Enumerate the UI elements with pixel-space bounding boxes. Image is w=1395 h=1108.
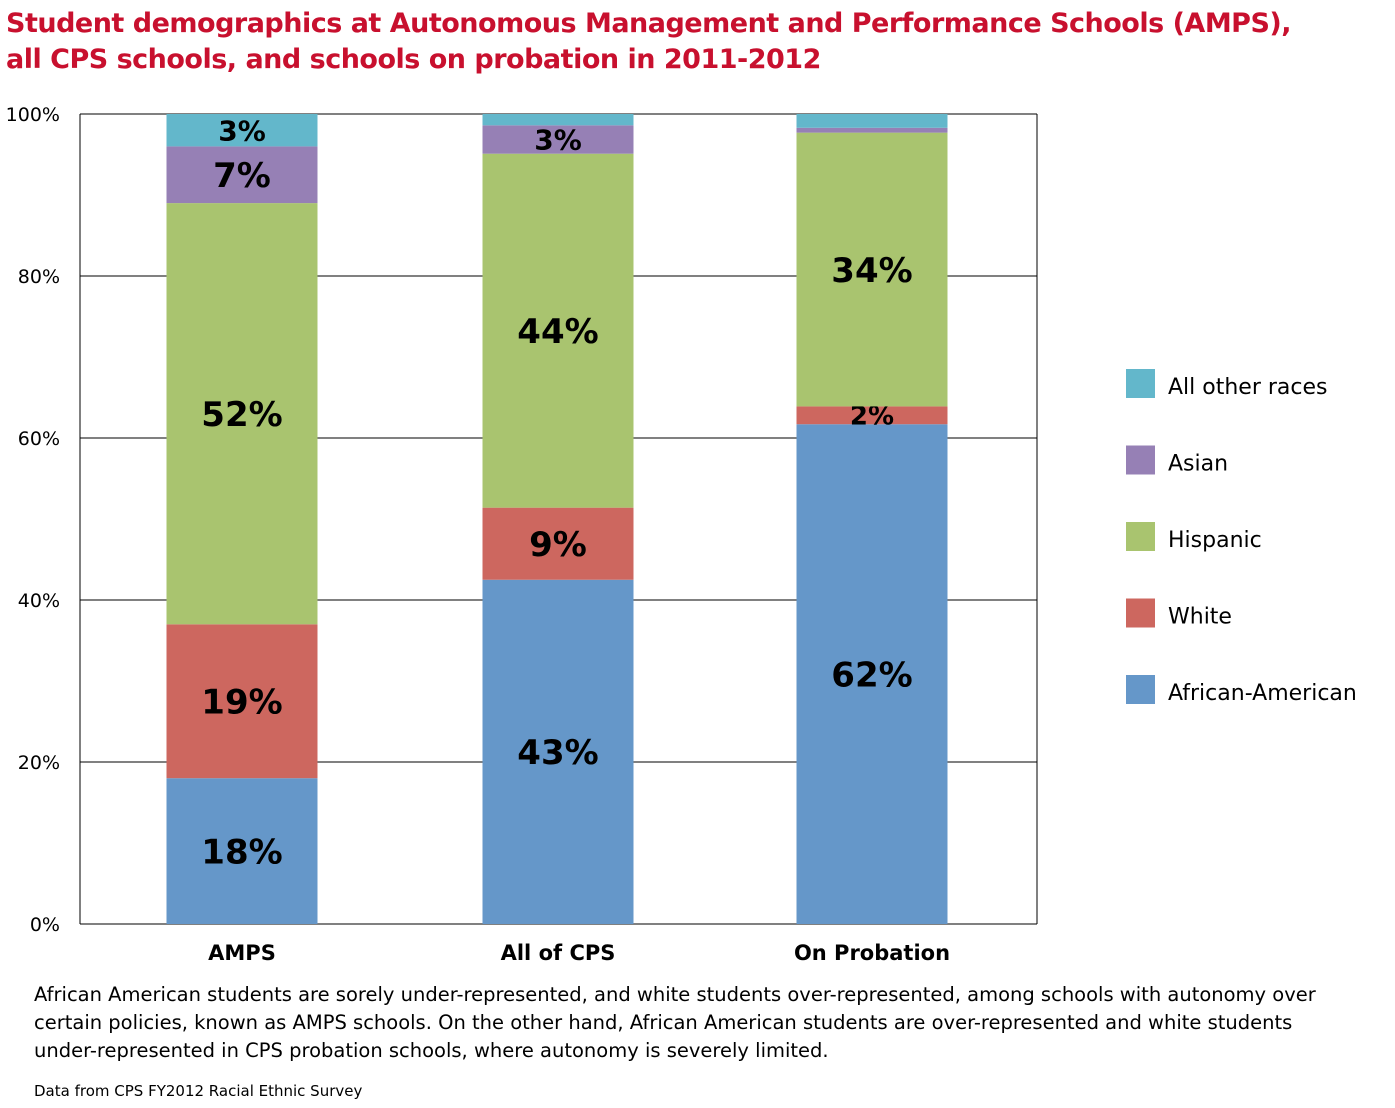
data-label: 19% [201, 682, 282, 722]
y-tick-label: 100% [6, 104, 60, 126]
bar-segment-amps-white [166, 624, 318, 779]
data-label: 7% [213, 156, 271, 196]
stacked-bar-chart: 0% 20% 40% 60% 80% 100% 18% 19% 52% 7% 3% AMPS 43% 9%… [6, 104, 1357, 965]
bar-segment-on-probation-all-other-races [796, 114, 948, 128]
y-tick-label: 40% [18, 590, 60, 612]
bar-segment-amps-all-other-races [166, 114, 318, 147]
data-label: 18% [201, 832, 282, 872]
x-tick-label: All of CPS [501, 941, 616, 965]
x-tick-label: On Probation [794, 941, 950, 965]
legend-swatch-all-other-races [1126, 369, 1155, 398]
bar-segment-all-of-cps-hispanic [482, 153, 634, 508]
data-label: 3% [218, 114, 266, 147]
bar-segment-all-of-cps-asian [482, 125, 634, 154]
legend-label-asian: Asian [1168, 452, 1228, 477]
bar-segment-amps-hispanic [166, 203, 318, 625]
data-label: 34% [831, 251, 912, 291]
legend-swatch-white [1126, 598, 1155, 628]
legend-label-african-american: African-American [1168, 681, 1357, 706]
y-tick-label: 80% [18, 266, 60, 288]
y-tick-label: 60% [18, 428, 60, 450]
legend-label-white: White [1168, 605, 1232, 630]
bar-segment-on-probation-hispanic [796, 132, 948, 407]
data-label: 52% [201, 395, 282, 435]
bar-segment-amps-asian [166, 146, 318, 204]
bar-segment-on-probation-african-american [796, 424, 948, 924]
bar-segment-all-of-cps-white [482, 507, 634, 580]
chart-title-line-2: all CPS schools, and schools on probatio… [6, 44, 821, 75]
legend-swatch-hispanic [1126, 522, 1155, 551]
chart-title: Student demographics at Autonomous Manag… [6, 6, 1386, 78]
bar-segment-on-probation-asian [796, 127, 948, 133]
y-tick-label: 20% [18, 752, 60, 774]
data-label: 3% [534, 124, 582, 157]
data-label: 44% [517, 312, 598, 352]
legend-swatch-african-american [1126, 675, 1155, 704]
data-label: 2% [850, 402, 894, 432]
legend-swatch-asian [1126, 445, 1155, 475]
chart-caption: African American students are sorely und… [34, 983, 1316, 1062]
data-label: 43% [517, 733, 598, 773]
legend-label-all-other-races: All other races [1168, 375, 1328, 400]
x-tick-label: AMPS [208, 941, 276, 965]
chart-title-line-1: Student demographics at Autonomous Manag… [6, 8, 1292, 39]
bar-segment-all-of-cps-african-american [482, 579, 634, 924]
data-label: 9% [529, 525, 587, 565]
bar-segment-on-probation-white [796, 406, 948, 425]
data-source-note: Data from CPS FY2012 Racial Ethnic Surve… [34, 1082, 363, 1100]
bar-segment-all-of-cps-all-other-races [482, 114, 634, 126]
data-label: 62% [831, 655, 912, 695]
bar-segment-amps-african-american [166, 778, 318, 924]
legend-label-hispanic: Hispanic [1168, 528, 1262, 553]
y-tick-label: 0% [30, 914, 60, 936]
